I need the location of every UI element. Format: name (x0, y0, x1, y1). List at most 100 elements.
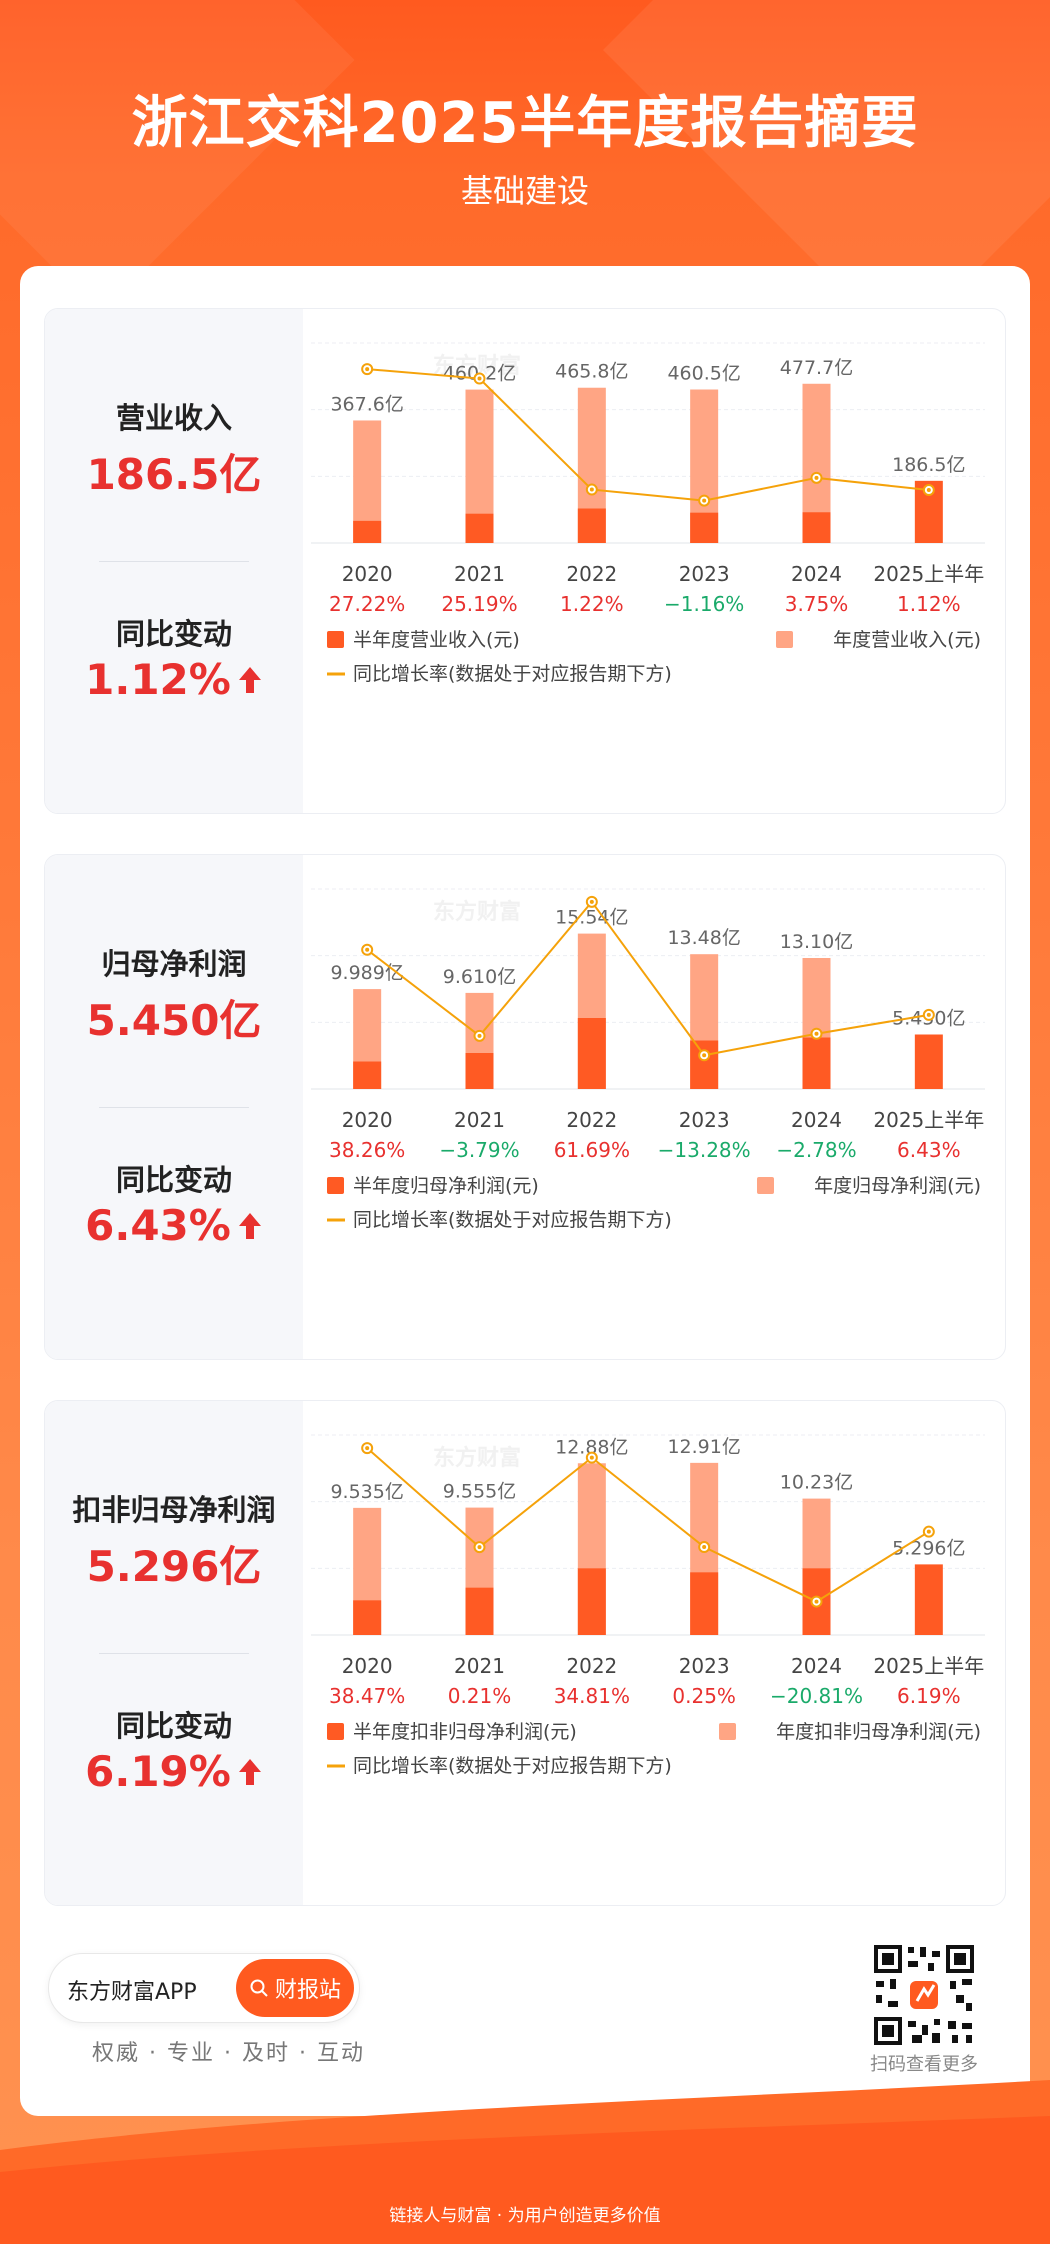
change-label: 同比变动 (115, 617, 232, 651)
app-name: 东方财富APP (67, 1980, 197, 2005)
half-year-bar (690, 1572, 719, 1635)
growth-rate-label: 25.19% (441, 592, 517, 616)
x-tick-label: 2024 (791, 1654, 842, 1678)
net-profit-panel: 归母净利润 5.450亿 同比变动 6.43% 东方财富 9.989亿 2020 38… (44, 854, 1006, 1360)
legend-label-growth: 同比增长率(数据处于对应报告期下方) (353, 1209, 672, 1231)
net-profit-summary: 归母净利润 5.450亿 同比变动 6.43% (45, 855, 303, 1359)
change-value: 1.12% (85, 655, 231, 704)
legend-swatch-annual (757, 1177, 774, 1194)
bar-value-label: 9.610亿 (443, 966, 516, 988)
growth-point-center (589, 899, 594, 904)
metric-label: 归母净利润 (101, 947, 247, 981)
growth-point-center (926, 1012, 931, 1017)
growth-rate-label: 38.26% (329, 1138, 405, 1162)
watermark-text: 东方财富 (433, 1445, 521, 1471)
x-tick-label: 2022 (566, 1654, 617, 1678)
revenue-summary: 营业收入 186.5亿 同比变动 1.12% (45, 309, 303, 813)
metric-value: 186.5亿 (86, 450, 262, 499)
net-profit-chart: 东方财富 9.989亿 2020 38.26% 9.610亿 2021 −3.79% 15.5… (311, 888, 985, 1231)
growth-rate-label: 27.22% (329, 592, 405, 616)
x-tick-label: 2020 (342, 1654, 393, 1678)
growth-rate-label: 61.69% (554, 1138, 630, 1162)
growth-point-center (814, 475, 819, 480)
change-value: 6.43% (85, 1201, 231, 1250)
growth-rate-label: 6.43% (897, 1138, 961, 1162)
growth-point-center (814, 1031, 819, 1036)
report-station-button[interactable]: 财报站 (236, 1959, 354, 2017)
legend-swatch-half-year (327, 1177, 344, 1194)
growth-point-center (477, 1545, 482, 1550)
half-year-bar (465, 1587, 494, 1635)
x-tick-label: 2020 (342, 1108, 393, 1132)
x-tick-label: 2021 (454, 562, 505, 586)
growth-point-center (589, 487, 594, 492)
growth-rate-label: 0.25% (672, 1684, 736, 1708)
growth-rate-label: 38.47% (329, 1684, 405, 1708)
up-arrow-icon (238, 1212, 261, 1239)
bar-value-label: 10.23亿 (780, 1472, 853, 1494)
metric-label: 营业收入 (115, 401, 232, 435)
metric-value: 5.450亿 (86, 996, 262, 1045)
change-label: 同比变动 (115, 1163, 232, 1197)
half-year-bar (802, 512, 831, 543)
growth-point-center (926, 488, 931, 493)
legend-label-annual: 年度扣非归母净利润(元) (776, 1721, 981, 1743)
legend-label-growth: 同比增长率(数据处于对应报告期下方) (353, 1755, 672, 1777)
qr-code-icon[interactable] (872, 1943, 976, 2047)
half-year-bar (914, 1564, 943, 1635)
slogan: 权威 · 专业 · 及时 · 互动 (92, 2041, 365, 2066)
x-tick-label: 2021 (454, 1654, 505, 1678)
legend-label-annual: 年度归母净利润(元) (814, 1175, 981, 1197)
growth-line (366, 1447, 930, 1603)
growth-line (366, 900, 929, 1057)
bar-value-label: 12.91亿 (667, 1436, 740, 1458)
up-arrow-icon (238, 666, 261, 693)
change-row: 6.43% (45, 1201, 303, 1250)
deducted-net-profit-panel: 扣非归母净利润 5.296亿 同比变动 6.19% 东方财富 9.535亿 2020… (44, 1400, 1006, 1906)
growth-point-center (365, 1446, 370, 1451)
up-arrow-icon (238, 1758, 261, 1785)
legend-label-half-year: 半年度归母净利润(元) (353, 1175, 539, 1197)
growth-point-center (814, 1599, 819, 1604)
bar-value-label: 13.10亿 (780, 931, 853, 953)
growth-point-center (365, 367, 370, 372)
deducted-net-profit-chart: 东方财富 9.535亿 2020 38.47% 9.555亿 2021 0.21% 12.88… (311, 1434, 985, 1777)
page-title: 浙江交科2025半年度报告摘要 (131, 91, 919, 156)
legend-swatch-annual (776, 631, 793, 648)
x-tick-label: 2023 (679, 1108, 730, 1132)
legend-swatch-half-year (327, 1723, 344, 1740)
qr-label: 扫码查看更多 (870, 2054, 978, 2075)
half-year-bar (577, 1568, 606, 1635)
bar-value-label: 12.88亿 (555, 1436, 628, 1458)
x-tick-label: 2024 (791, 1108, 842, 1132)
growth-rate-label: 34.81% (554, 1684, 630, 1708)
growth-rate-label: 1.22% (560, 592, 624, 616)
app-banner[interactable]: 东方财富APP 财报站 (48, 1953, 360, 2023)
growth-rate-label: −13.28% (658, 1138, 751, 1162)
metric-label: 扣非归母净利润 (72, 1493, 276, 1527)
half-year-bar (690, 1040, 719, 1089)
legend-label-half-year: 半年度营业收入(元) (353, 629, 520, 651)
growth-rate-label: 6.19% (897, 1684, 961, 1708)
half-year-bar (353, 520, 382, 543)
deducted-net-profit-summary: 扣非归母净利润 5.296亿 同比变动 6.19% (45, 1401, 303, 1905)
bottom-wave (0, 2080, 1050, 2244)
legend-label-growth: 同比增长率(数据处于对应报告期下方) (353, 663, 672, 685)
half-year-bar (353, 1061, 382, 1089)
x-tick-label: 2020 (342, 562, 393, 586)
bar-value-label: 477.7亿 (780, 357, 853, 379)
x-tick-label: 2023 (679, 1654, 730, 1678)
growth-rate-label: 0.21% (448, 1684, 512, 1708)
revenue-panel: 营业收入 186.5亿 同比变动 1.12% 东方财富 367.6亿 2020 27.… (44, 308, 1006, 814)
change-row: 6.19% (45, 1747, 303, 1796)
growth-rate-label: 1.12% (897, 592, 961, 616)
bar-value-label: 367.6亿 (330, 393, 403, 415)
revenue-chart: 东方财富367.6亿202027.22%460.2亿202125.19%465.… (311, 342, 985, 685)
growth-point-center (477, 376, 482, 381)
change-value: 6.19% (85, 1747, 231, 1796)
metric-value: 5.296亿 (86, 1542, 262, 1591)
half-year-bar (465, 1053, 494, 1089)
bottom-tagline: 链接人与财富 · 为用户创造更多价值 (389, 2206, 661, 2226)
half-year-bar (577, 508, 606, 543)
growth-line (367, 368, 929, 502)
